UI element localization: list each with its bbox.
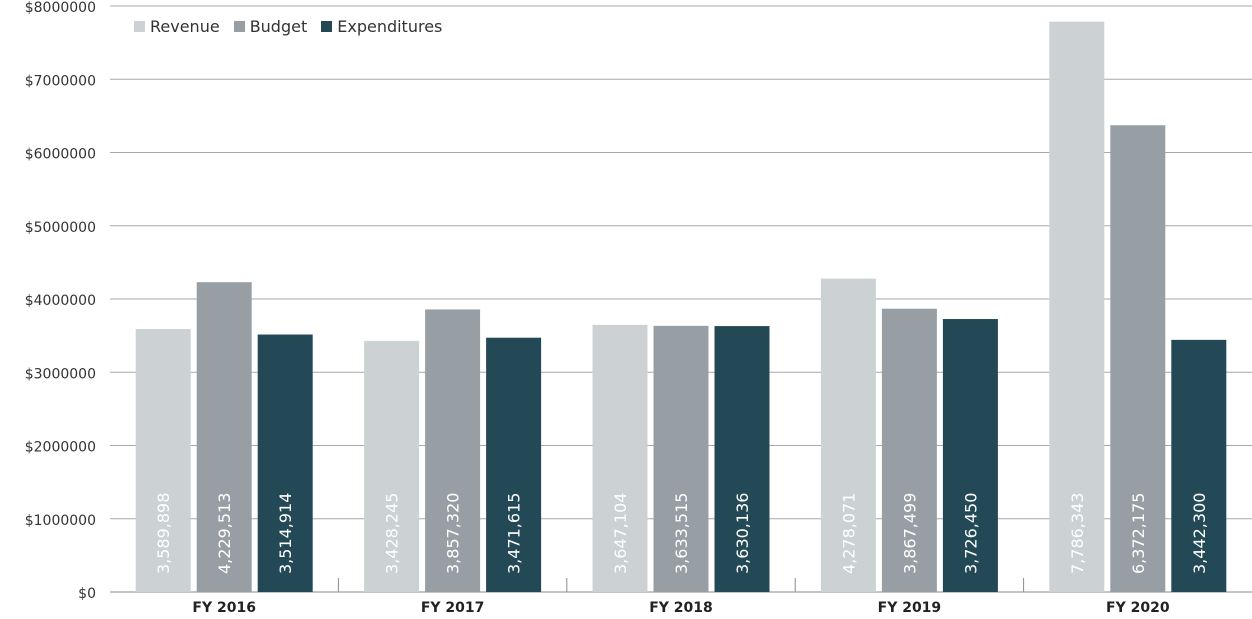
bar-budget-fy-2018 [653,325,709,592]
bar-revenue-fy-2020 [1049,21,1105,592]
y-tick-label: $5000000 [25,220,96,236]
chart-legend: Revenue Budget Expenditures [134,17,442,36]
bar-value-label: 3,589,898 [154,493,173,574]
x-tick-label: FY 2020 [1106,600,1170,616]
legend-swatch-revenue [134,21,145,32]
legend-item-revenue: Revenue [134,17,220,36]
bar-revenue-fy-2017 [364,340,420,592]
bar-value-label: 3,633,515 [672,493,691,574]
bar-value-label: 3,867,499 [900,493,919,574]
bar-budget-fy-2016 [196,282,252,592]
bar-value-label: 3,428,245 [383,493,402,574]
legend-swatch-budget [233,21,245,32]
bar-revenue-fy-2016 [135,329,191,592]
bar-value-label: 4,278,071 [839,493,858,574]
y-tick-label: $7000000 [25,73,96,89]
bar-revenue-fy-2018 [592,324,648,592]
x-tick-label: FY 2018 [649,600,713,616]
bar-expenditures-fy-2017 [486,337,542,592]
y-tick-label: $1000000 [25,513,96,529]
bar-value-label: 4,229,513 [215,493,234,574]
bar-value-label: 3,630,136 [733,493,752,574]
bar-value-label: 3,647,104 [611,493,630,574]
bar-expenditures-fy-2020 [1171,339,1227,592]
bar-budget-fy-2019 [881,308,937,592]
y-tick-label: $8000000 [25,0,96,16]
y-tick-label: $0 [78,586,96,602]
x-tick-label: FY 2016 [192,600,256,616]
bar-expenditures-fy-2019 [942,319,998,592]
bar-value-label: 3,471,615 [505,493,524,574]
bar-value-label: 3,857,320 [444,493,463,574]
bar-value-label: 7,786,343 [1068,493,1087,574]
bar-revenue-fy-2019 [820,278,876,592]
legend-swatch-expenditures [321,21,333,32]
bar-value-label: 3,514,914 [276,493,295,574]
bar-budget-fy-2020 [1110,125,1166,592]
legend-label-revenue: Revenue [150,17,220,36]
x-tick-label: FY 2017 [421,600,485,616]
legend-label-expenditures: Expenditures [337,17,443,36]
legend-label-budget: Budget [249,17,308,36]
bar-value-label: 3,442,300 [1190,493,1209,574]
bar-expenditures-fy-2016 [257,334,313,592]
legend-item-expenditures: Expenditures [321,17,442,36]
legend-item-budget: Budget [233,17,308,36]
y-tick-label: $4000000 [25,293,96,309]
y-tick-label: $2000000 [25,440,96,456]
bar-expenditures-fy-2018 [714,326,770,592]
bar-budget-fy-2017 [425,309,481,592]
bar-value-label: 3,726,450 [961,493,980,574]
x-tick-label: FY 2019 [878,600,942,616]
bar-value-label: 6,372,175 [1129,493,1148,574]
y-tick-label: $3000000 [25,366,96,382]
y-tick-label: $6000000 [25,147,96,163]
